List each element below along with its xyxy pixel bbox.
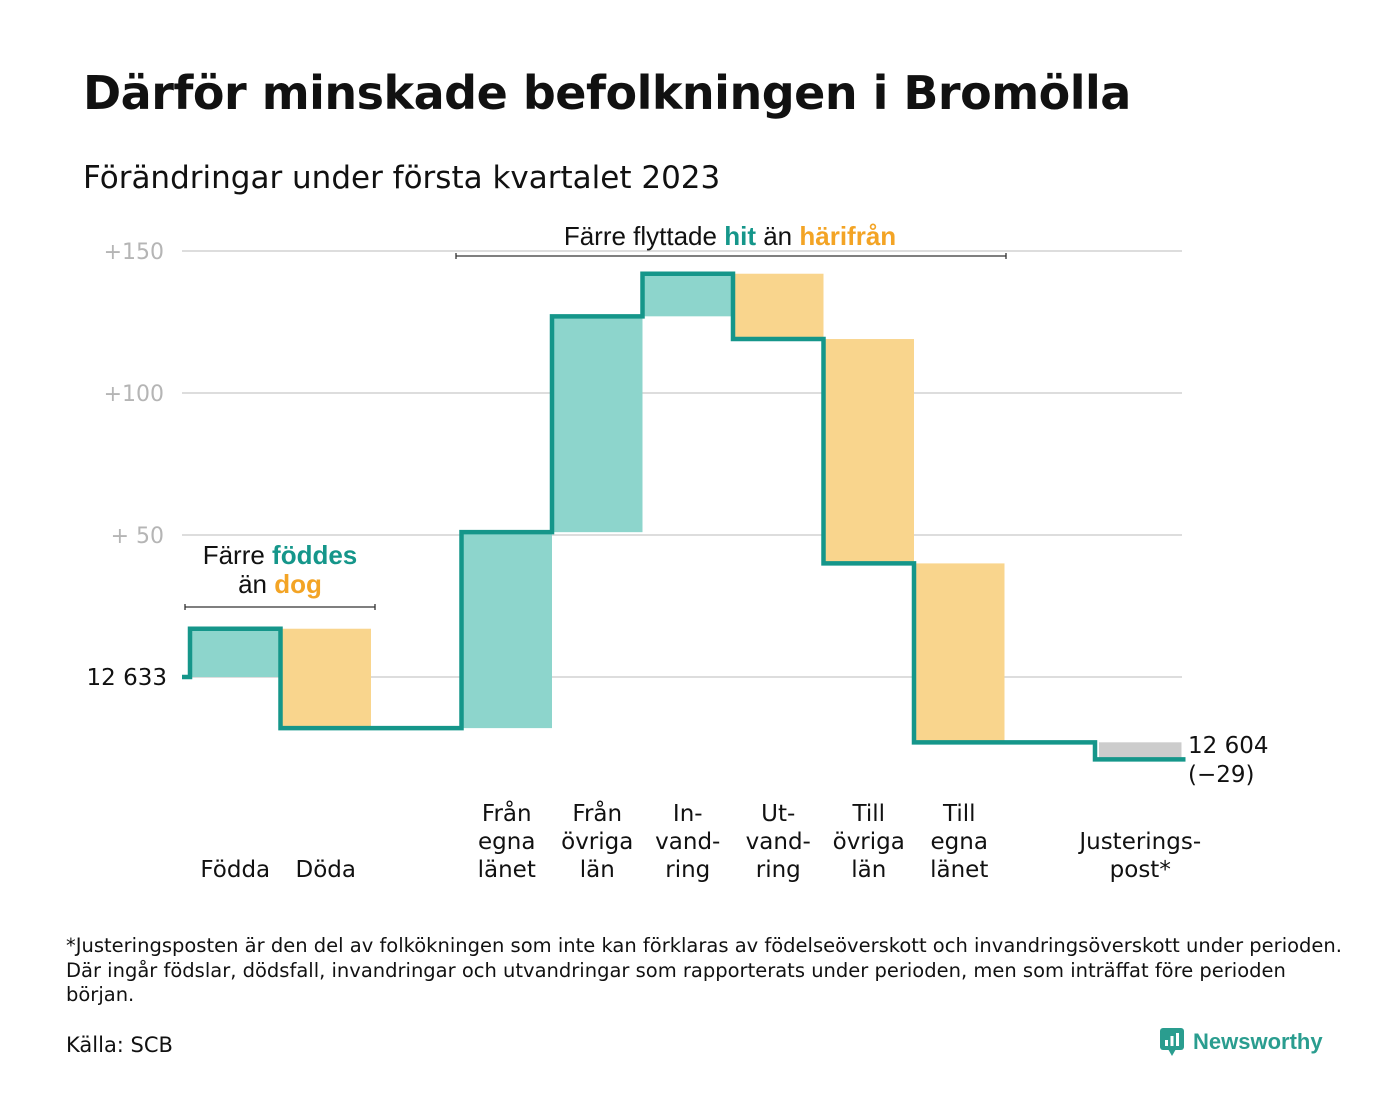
category-label: Från [482, 799, 532, 827]
annotation-births-line2: än dog [238, 569, 322, 599]
category-label: Ut- [761, 801, 795, 827]
bar-increase [461, 532, 552, 729]
annotation-bracket [184, 604, 376, 610]
bar-decrease [280, 628, 371, 729]
bar-adjustment [1099, 742, 1182, 760]
source-credit: Källa: SCB [66, 1033, 173, 1057]
category-label: Döda [296, 857, 356, 883]
annotation-migration: Färre flyttade hit än härifrån [564, 221, 896, 251]
category-label: länet [478, 857, 536, 883]
bar-decrease [733, 273, 824, 340]
category-label: vand- [746, 829, 811, 855]
y-tick-label: +150 [104, 240, 164, 265]
category-label: Justerings- [1077, 829, 1201, 855]
y-tick-label: +100 [104, 382, 164, 407]
category-label: ring [665, 857, 710, 883]
page-title: Därför minskade befolkningen i Bromölla [83, 66, 1131, 120]
annotation-part-harifran: dog [274, 569, 322, 599]
end-change-label: (−29) [1188, 762, 1254, 788]
category-label: Till [851, 801, 885, 827]
step-line-layer [182, 271, 1186, 762]
annotation-part-hit: hit [724, 221, 756, 251]
category-label: övriga [833, 829, 905, 855]
page-subtitle: Förändringar under första kvartalet 2023 [83, 160, 721, 196]
category-label: ring [756, 857, 801, 883]
annotation-part-harifran: härifrån [799, 221, 896, 251]
category-label: övriga [561, 829, 633, 855]
category-label: egna [931, 829, 988, 855]
category-label: egna [478, 829, 535, 855]
bar-increase [642, 273, 733, 317]
category-label: Till [942, 801, 976, 827]
brand-name: Newsworthy [1193, 1029, 1323, 1054]
end-value-label: 12 604 [1188, 733, 1268, 759]
newsworthy-logo-icon [1160, 1028, 1184, 1056]
category-label: län [580, 857, 615, 883]
category-label: In- [673, 801, 703, 827]
cumulative-step-line [182, 271, 1186, 762]
category-label: Födda [200, 857, 270, 883]
bar-layer [190, 273, 1182, 760]
y-tick-label: + 50 [111, 524, 164, 549]
annotation-part-plain: Färre flyttade [564, 221, 724, 251]
footnote: *Justeringsposten är den del av folkökni… [66, 934, 1342, 1006]
annotation-bracket [455, 253, 1007, 259]
annotation-births-line1: Färre föddes [203, 540, 358, 570]
annotation-part-plain: Färre [203, 540, 272, 570]
brand-logo: Newsworthy [1159, 1027, 1323, 1057]
bar-increase [190, 628, 281, 677]
annotation-part-plain: än [238, 569, 274, 599]
start-value-label: 12 633 [87, 665, 167, 691]
category-label: post* [1110, 857, 1171, 883]
category-label: vand- [655, 829, 720, 855]
category-label-layer: Födda DödaFrånegnalänetFrånövrigalänIn-va… [87, 665, 1269, 883]
waterfall-chart: +150+100+ 50 Födda DödaFrånegnalänetFrånö… [87, 221, 1269, 883]
category-label: länet [930, 857, 988, 883]
category-label: län [851, 857, 886, 883]
bar-increase [552, 316, 643, 533]
bar-decrease [914, 563, 1005, 743]
annotation-part-hit: föddes [272, 540, 357, 570]
annotation-part-plain: än [756, 221, 799, 251]
category-label: Från [572, 799, 622, 827]
bar-decrease [823, 339, 914, 564]
